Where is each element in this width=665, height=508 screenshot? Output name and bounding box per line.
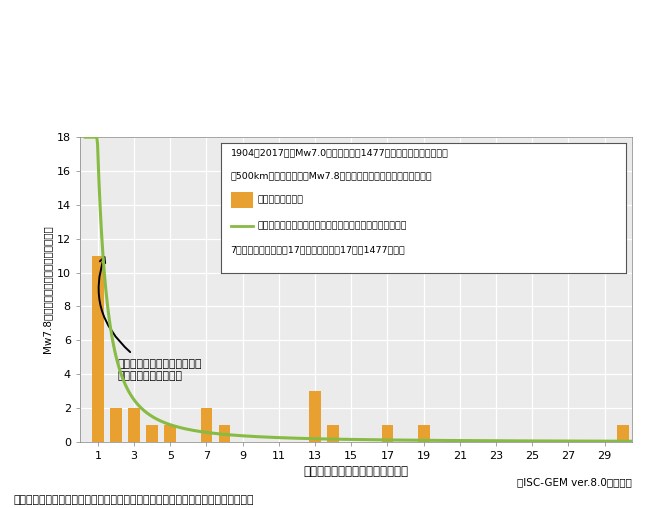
Bar	[146, 425, 158, 442]
Bar	[164, 425, 176, 442]
Bar	[110, 408, 122, 442]
Bar	[309, 391, 321, 442]
Bar	[92, 256, 104, 442]
Bar	[327, 425, 339, 442]
Text: Mw 7.0 以上の地震に続いて、Mw7.8 以上の地震が発生した事例の: Mw 7.0 以上の地震に続いて、Mw7.8 以上の地震が発生した事例の	[20, 22, 385, 37]
X-axis label: 最初の地震からの経過日数（日）: 最初の地震からの経過日数（日）	[303, 465, 408, 478]
Y-axis label: Mw7.8以上の後発地震の発生回数（回）: Mw7.8以上の後発地震の発生回数（回）	[43, 226, 53, 354]
Text: 内閣府「北海道・三陸沖後発地震注意情報防災対応ガイドライン」より一部改編。: 内閣府「北海道・三陸沖後発地震注意情報防災対応ガイドライン」より一部改編。	[13, 495, 254, 505]
Bar	[418, 425, 430, 442]
Bar	[382, 425, 393, 442]
Bar	[219, 425, 231, 442]
Text: パターン（1904 〜 2017 年の世界の事例より）: パターン（1904 〜 2017 年の世界の事例より）	[20, 64, 286, 79]
Text: 地震発生直後ほど大規模地震
が発生する事例が多い: 地震発生直後ほど大規模地震 が発生する事例が多い	[118, 359, 202, 380]
Bar	[128, 408, 140, 442]
Text: （ISC-GEM ver.8.0による）: （ISC-GEM ver.8.0による）	[517, 477, 632, 487]
Bar	[201, 408, 212, 442]
Bar	[617, 425, 628, 442]
